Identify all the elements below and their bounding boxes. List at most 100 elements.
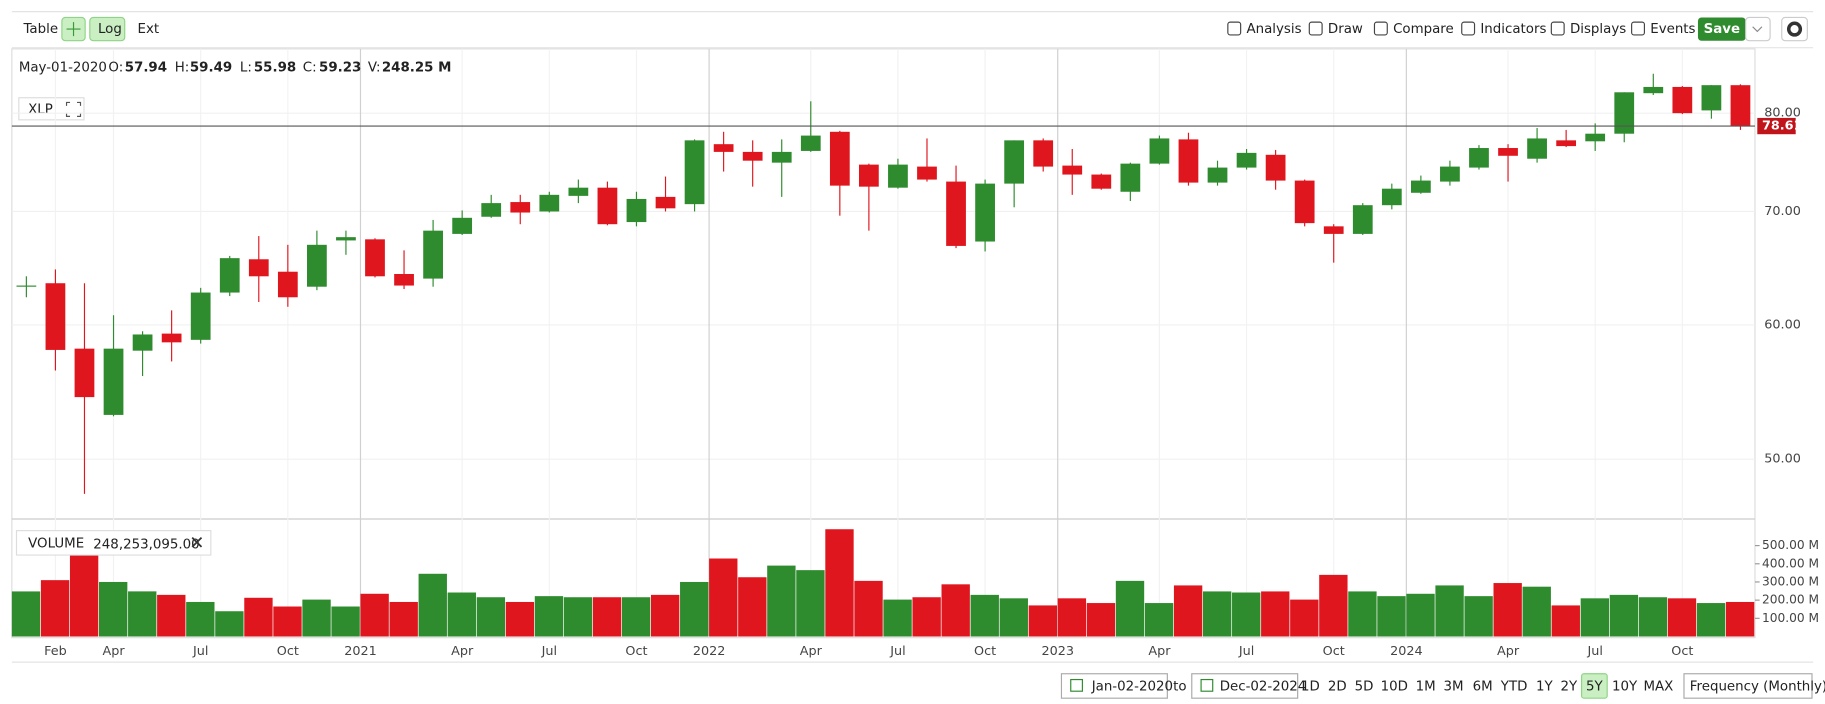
x-tick-label: 2023 bbox=[1041, 644, 1074, 659]
candle-body bbox=[800, 135, 821, 151]
toolbar-item[interactable]: Draw bbox=[1328, 22, 1363, 37]
last-price-tag bbox=[1757, 117, 1796, 135]
status-date: May-01-2020 bbox=[19, 60, 107, 75]
volume-bar bbox=[650, 594, 680, 637]
range-button[interactable]: 10D bbox=[1381, 680, 1408, 695]
range-button[interactable]: 3M bbox=[1444, 680, 1464, 695]
candle-body bbox=[132, 334, 153, 351]
candle-body bbox=[190, 292, 211, 340]
volume-bar bbox=[128, 591, 157, 637]
x-tick-label: Oct bbox=[974, 644, 996, 659]
toolbar-item[interactable]: Log bbox=[98, 22, 122, 37]
volume-bar bbox=[563, 597, 593, 637]
candle-body bbox=[103, 348, 124, 415]
candle-body bbox=[423, 230, 443, 279]
candle-body bbox=[539, 194, 560, 212]
y2-tick-label: 100.00 M bbox=[1762, 611, 1819, 625]
save-button[interactable] bbox=[1697, 17, 1746, 41]
close-icon[interactable] bbox=[191, 536, 203, 548]
to-date-box[interactable] bbox=[1191, 673, 1299, 699]
y-tick-label: 60.00 bbox=[1764, 317, 1801, 332]
candle-body bbox=[394, 274, 414, 286]
toolbar-item[interactable]: Events bbox=[1650, 22, 1695, 37]
volume-bar bbox=[99, 581, 128, 637]
candle-body bbox=[568, 187, 589, 196]
volume-bar bbox=[1028, 605, 1058, 637]
volume-bar bbox=[1580, 598, 1610, 637]
candle-body bbox=[219, 258, 240, 293]
volume-bar bbox=[157, 594, 186, 637]
volume-bar bbox=[883, 599, 912, 637]
save-dropdown[interactable] bbox=[1745, 16, 1771, 42]
range-button[interactable]: 5D bbox=[1355, 680, 1374, 695]
volume-bar bbox=[1377, 596, 1406, 637]
toolbar-item[interactable]: Indicators bbox=[1480, 22, 1546, 37]
save-label[interactable]: Save bbox=[1704, 22, 1740, 37]
range-button[interactable]: 6M bbox=[1473, 680, 1493, 695]
candle-body bbox=[1381, 188, 1402, 206]
range-button[interactable]: 2Y bbox=[1560, 680, 1578, 695]
toolbar-item[interactable]: Table bbox=[22, 22, 58, 37]
range-button[interactable]: 1D bbox=[1301, 680, 1320, 695]
toolbar-item[interactable]: Analysis bbox=[1246, 22, 1301, 37]
volume-legend-box bbox=[15, 530, 212, 556]
range-button[interactable]: 5Y bbox=[1586, 680, 1604, 695]
candle-body bbox=[1410, 180, 1431, 193]
toolbar-item[interactable]: Compare bbox=[1393, 22, 1454, 37]
candle-body bbox=[1469, 148, 1489, 168]
range-button[interactable]: 10Y bbox=[1612, 680, 1638, 695]
volume-bar bbox=[476, 597, 506, 637]
toolbar-item[interactable]: Displays bbox=[1570, 22, 1626, 37]
candle-body bbox=[975, 183, 995, 242]
x-tick-label: Oct bbox=[1323, 644, 1345, 659]
status-key: H: bbox=[175, 60, 190, 75]
volume-value: 248,253,095.00 bbox=[93, 538, 199, 553]
volume-bar bbox=[1725, 601, 1755, 637]
volume-bar bbox=[767, 565, 796, 637]
candle-body bbox=[1556, 140, 1577, 147]
y2-tick-label: 400.00 M bbox=[1762, 556, 1819, 570]
calendar-icon bbox=[1070, 678, 1083, 692]
volume-bar bbox=[302, 599, 331, 637]
volume-bar bbox=[999, 598, 1028, 637]
x-tick-label: Oct bbox=[1671, 644, 1693, 659]
volume-bar bbox=[534, 596, 564, 637]
candle-body bbox=[161, 333, 182, 343]
range-button[interactable]: 1M bbox=[1416, 680, 1436, 695]
range-button[interactable]: MAX bbox=[1643, 680, 1673, 695]
frequency-box[interactable] bbox=[1683, 673, 1813, 699]
candle-body bbox=[859, 164, 879, 187]
volume-bar bbox=[1464, 596, 1493, 637]
toolbar-icon bbox=[1308, 21, 1323, 36]
candle-body bbox=[946, 181, 966, 246]
candle-body bbox=[1265, 154, 1286, 181]
volume-bar bbox=[244, 597, 273, 637]
toolbar-item[interactable]: Ext bbox=[138, 22, 160, 37]
candle-body bbox=[1004, 140, 1025, 184]
candle-body bbox=[365, 239, 385, 277]
range-button[interactable]: 2D bbox=[1328, 680, 1347, 695]
candle-body bbox=[655, 196, 676, 209]
x-tick-label: Oct bbox=[625, 644, 647, 659]
volume-bar bbox=[273, 606, 302, 637]
volume-bar bbox=[418, 573, 447, 637]
y2-tick-label: 500.00 M bbox=[1762, 538, 1819, 552]
volume-bar bbox=[1115, 580, 1145, 637]
candle-body bbox=[1236, 152, 1257, 168]
candle-body bbox=[829, 131, 850, 186]
volume-bar bbox=[1144, 603, 1174, 637]
volume-bar bbox=[621, 597, 651, 637]
x-tick-label: 2022 bbox=[693, 644, 726, 659]
range-button[interactable]: YTD bbox=[1500, 680, 1528, 695]
y-tick-label: 50.00 bbox=[1764, 452, 1801, 467]
from-date-box[interactable] bbox=[1060, 673, 1168, 699]
settings-button[interactable] bbox=[1781, 16, 1808, 42]
log-button[interactable] bbox=[89, 16, 126, 42]
candle-body bbox=[742, 151, 763, 161]
range-button[interactable]: 1Y bbox=[1536, 680, 1554, 695]
expand-icon[interactable] bbox=[65, 101, 82, 117]
to-word: to bbox=[1173, 680, 1186, 695]
toolbar-icon bbox=[1631, 21, 1646, 36]
volume-bar bbox=[11, 591, 41, 637]
